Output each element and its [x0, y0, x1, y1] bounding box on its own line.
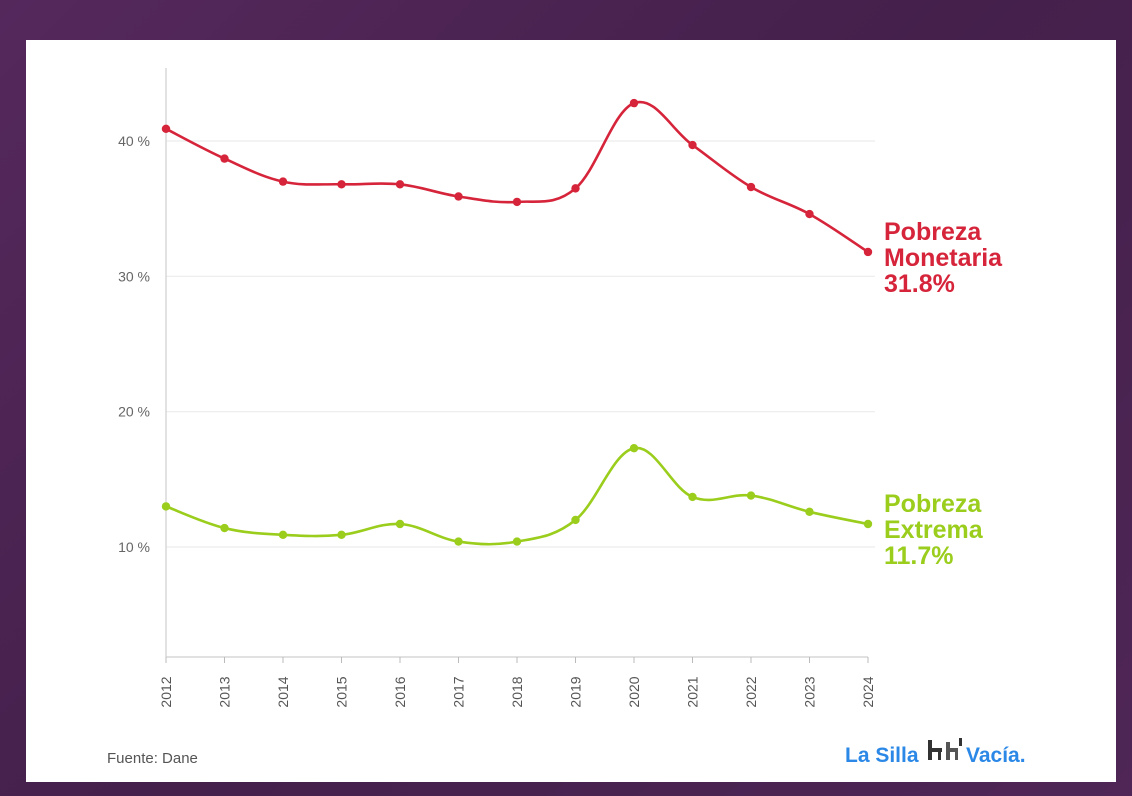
data-point-pobreza-extrema-2021: [688, 492, 697, 502]
logo-text-left: La Silla: [845, 744, 919, 767]
data-point-pobreza-extrema-2024: [863, 519, 873, 529]
brand-logo: La Silla Vacía.: [845, 738, 1026, 767]
x-tick-labels: 2012 2013 2014 2015 2016 2017 2018 2019 2020 2021…: [158, 657, 876, 708]
x-tick-label: 2012: [158, 676, 174, 707]
data-point-pobreza-extrema-2019: [571, 515, 580, 525]
data-point-pobreza-extrema-2017: [454, 537, 463, 546]
series-group: [161, 98, 873, 546]
gridlines: [166, 140, 875, 548]
y-tick-label: 20 %: [118, 404, 150, 420]
x-tick-label: 2015: [334, 676, 350, 707]
data-point-pobreza-monetaria-2018: [512, 197, 522, 207]
data-point-pobreza-extrema-2014: [278, 530, 288, 540]
x-tick-label: 2020: [626, 676, 642, 707]
series-end-label-pobreza-extrema: Pobreza: [884, 490, 982, 518]
data-point-pobreza-extrema-2023: [805, 507, 814, 517]
y-tick-label: 30 %: [118, 268, 150, 284]
data-point-pobreza-monetaria-2024: [863, 247, 873, 257]
series-end-label-pobreza-monetaria: Monetaria: [884, 244, 1003, 272]
data-point-pobreza-extrema-2020: [629, 444, 639, 453]
data-point-pobreza-monetaria-2019: [571, 184, 580, 193]
data-point-pobreza-extrema-2015: [337, 530, 346, 540]
series-end-label-pobreza-monetaria: Pobreza: [884, 218, 982, 246]
chart-card: [26, 40, 1116, 782]
data-point-pobreza-extrema-2018: [512, 537, 522, 546]
data-point-pobreza-extrema-2016: [395, 519, 405, 529]
data-point-pobreza-monetaria-2020: [629, 98, 639, 108]
series-pobreza-monetaria: [161, 98, 873, 257]
x-tick-label: 2016: [392, 676, 408, 707]
data-point-pobreza-extrema-2012: [161, 502, 171, 511]
source-note: Fuente: Dane: [107, 750, 198, 767]
x-tick-label: 2013: [217, 676, 233, 707]
y-tick-label: 10 %: [118, 539, 150, 555]
data-point-pobreza-monetaria-2013: [220, 154, 229, 163]
logo-text-right: Vacía.: [966, 744, 1026, 767]
x-tick-label: 2018: [509, 676, 525, 707]
series-end-label-pobreza-extrema: Extrema: [884, 516, 984, 544]
data-point-pobreza-monetaria-2017: [454, 192, 463, 201]
data-point-pobreza-monetaria-2021: [688, 140, 697, 150]
x-tick-label: 2017: [451, 676, 467, 707]
x-tick-label: 2019: [568, 676, 584, 707]
y-tick-label: 40 %: [118, 133, 150, 149]
data-point-pobreza-monetaria-2012: [161, 124, 171, 134]
axes: [165, 68, 868, 658]
data-point-pobreza-monetaria-2022: [746, 182, 756, 192]
data-point-pobreza-monetaria-2014: [278, 177, 288, 186]
x-tick-label: 2023: [802, 676, 818, 707]
series-pobreza-extrema: [161, 444, 873, 546]
x-tick-label: 2022: [743, 676, 759, 707]
series-line-pobreza-extrema: [165, 446, 869, 546]
data-point-pobreza-monetaria-2016: [395, 180, 405, 189]
x-tick-label: 2014: [275, 676, 291, 707]
x-tick-label: 2021: [685, 676, 701, 707]
y-tick-labels: 10 % 20 % 30 % 40 %: [118, 133, 150, 555]
data-point-pobreza-extrema-2013: [220, 523, 229, 533]
x-tick-label: 2024: [860, 676, 876, 707]
series-end-label-pobreza-monetaria: 31.8%: [884, 270, 955, 298]
series-line-pobreza-monetaria: [165, 100, 869, 254]
series-end-label-pobreza-extrema: 11.7%: [884, 542, 954, 570]
data-point-pobreza-extrema-2022: [746, 491, 756, 500]
chair-icon: [928, 738, 962, 760]
data-point-pobreza-monetaria-2015: [337, 180, 346, 189]
data-point-pobreza-monetaria-2023: [805, 209, 814, 219]
